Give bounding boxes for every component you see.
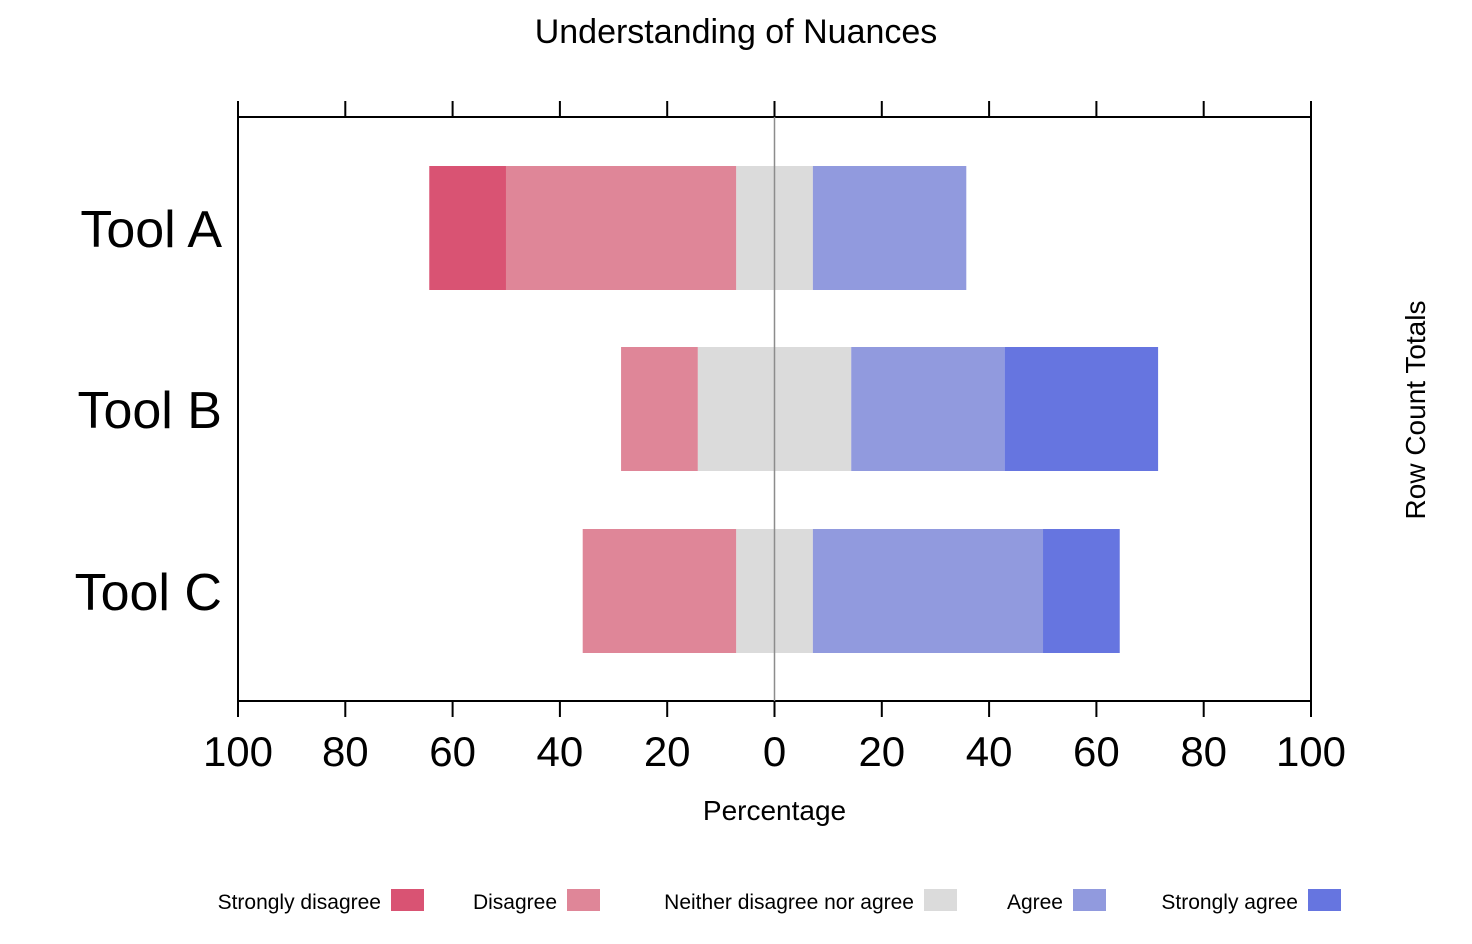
legend-swatch bbox=[1308, 889, 1341, 911]
legend-swatch bbox=[391, 889, 424, 911]
x-tick-label: 0 bbox=[763, 728, 786, 775]
category-label: Tool C bbox=[75, 564, 222, 622]
legend: Strongly disagree Disagree Neither disagre… bbox=[218, 889, 1341, 914]
bar-segment bbox=[621, 347, 698, 471]
legend-label: Neither disagree nor agree bbox=[664, 891, 914, 914]
legend-label: Disagree bbox=[473, 891, 557, 914]
legend-label: Strongly agree bbox=[1161, 891, 1298, 914]
x-tick-label: 80 bbox=[322, 728, 369, 775]
legend-label: Strongly disagree bbox=[218, 891, 381, 914]
legend-swatch bbox=[924, 889, 957, 911]
category-label: Tool B bbox=[77, 382, 222, 440]
bar-segment bbox=[429, 166, 506, 290]
right-axis-label: Row Count Totals bbox=[1400, 301, 1431, 520]
x-tick-label: 60 bbox=[429, 728, 476, 775]
x-tick-label: 80 bbox=[1180, 728, 1227, 775]
bars-group bbox=[429, 166, 1159, 653]
x-tick-label: 100 bbox=[1276, 728, 1346, 775]
chart-title: Understanding of Nuances bbox=[535, 13, 938, 51]
x-tick-label: 40 bbox=[537, 728, 584, 775]
bar-segment bbox=[582, 529, 737, 653]
x-axis-label: Percentage bbox=[703, 795, 846, 826]
x-tick-label: 20 bbox=[644, 728, 691, 775]
bar-segment bbox=[851, 347, 1005, 471]
bar-segment bbox=[1004, 347, 1159, 471]
legend-label: Agree bbox=[1007, 891, 1063, 914]
top-axis-ticks bbox=[237, 101, 1312, 117]
x-tick-label: 60 bbox=[1073, 728, 1120, 775]
legend-swatch bbox=[1073, 889, 1106, 911]
bottom-axis-ticks: 100 80 60 40 20 0 20 40 60 80 100 bbox=[203, 701, 1346, 775]
x-tick-label: 100 bbox=[203, 728, 273, 775]
bar-segment bbox=[812, 529, 1044, 653]
category-label: Tool A bbox=[80, 201, 222, 259]
x-tick-label: 20 bbox=[858, 728, 905, 775]
bar-segment bbox=[812, 166, 967, 290]
x-tick-label: 40 bbox=[966, 728, 1013, 775]
legend-swatch bbox=[567, 889, 600, 911]
bar-segment bbox=[1043, 529, 1120, 653]
category-labels: Tool A Tool B Tool C bbox=[75, 201, 223, 622]
bar-segment bbox=[505, 166, 737, 290]
